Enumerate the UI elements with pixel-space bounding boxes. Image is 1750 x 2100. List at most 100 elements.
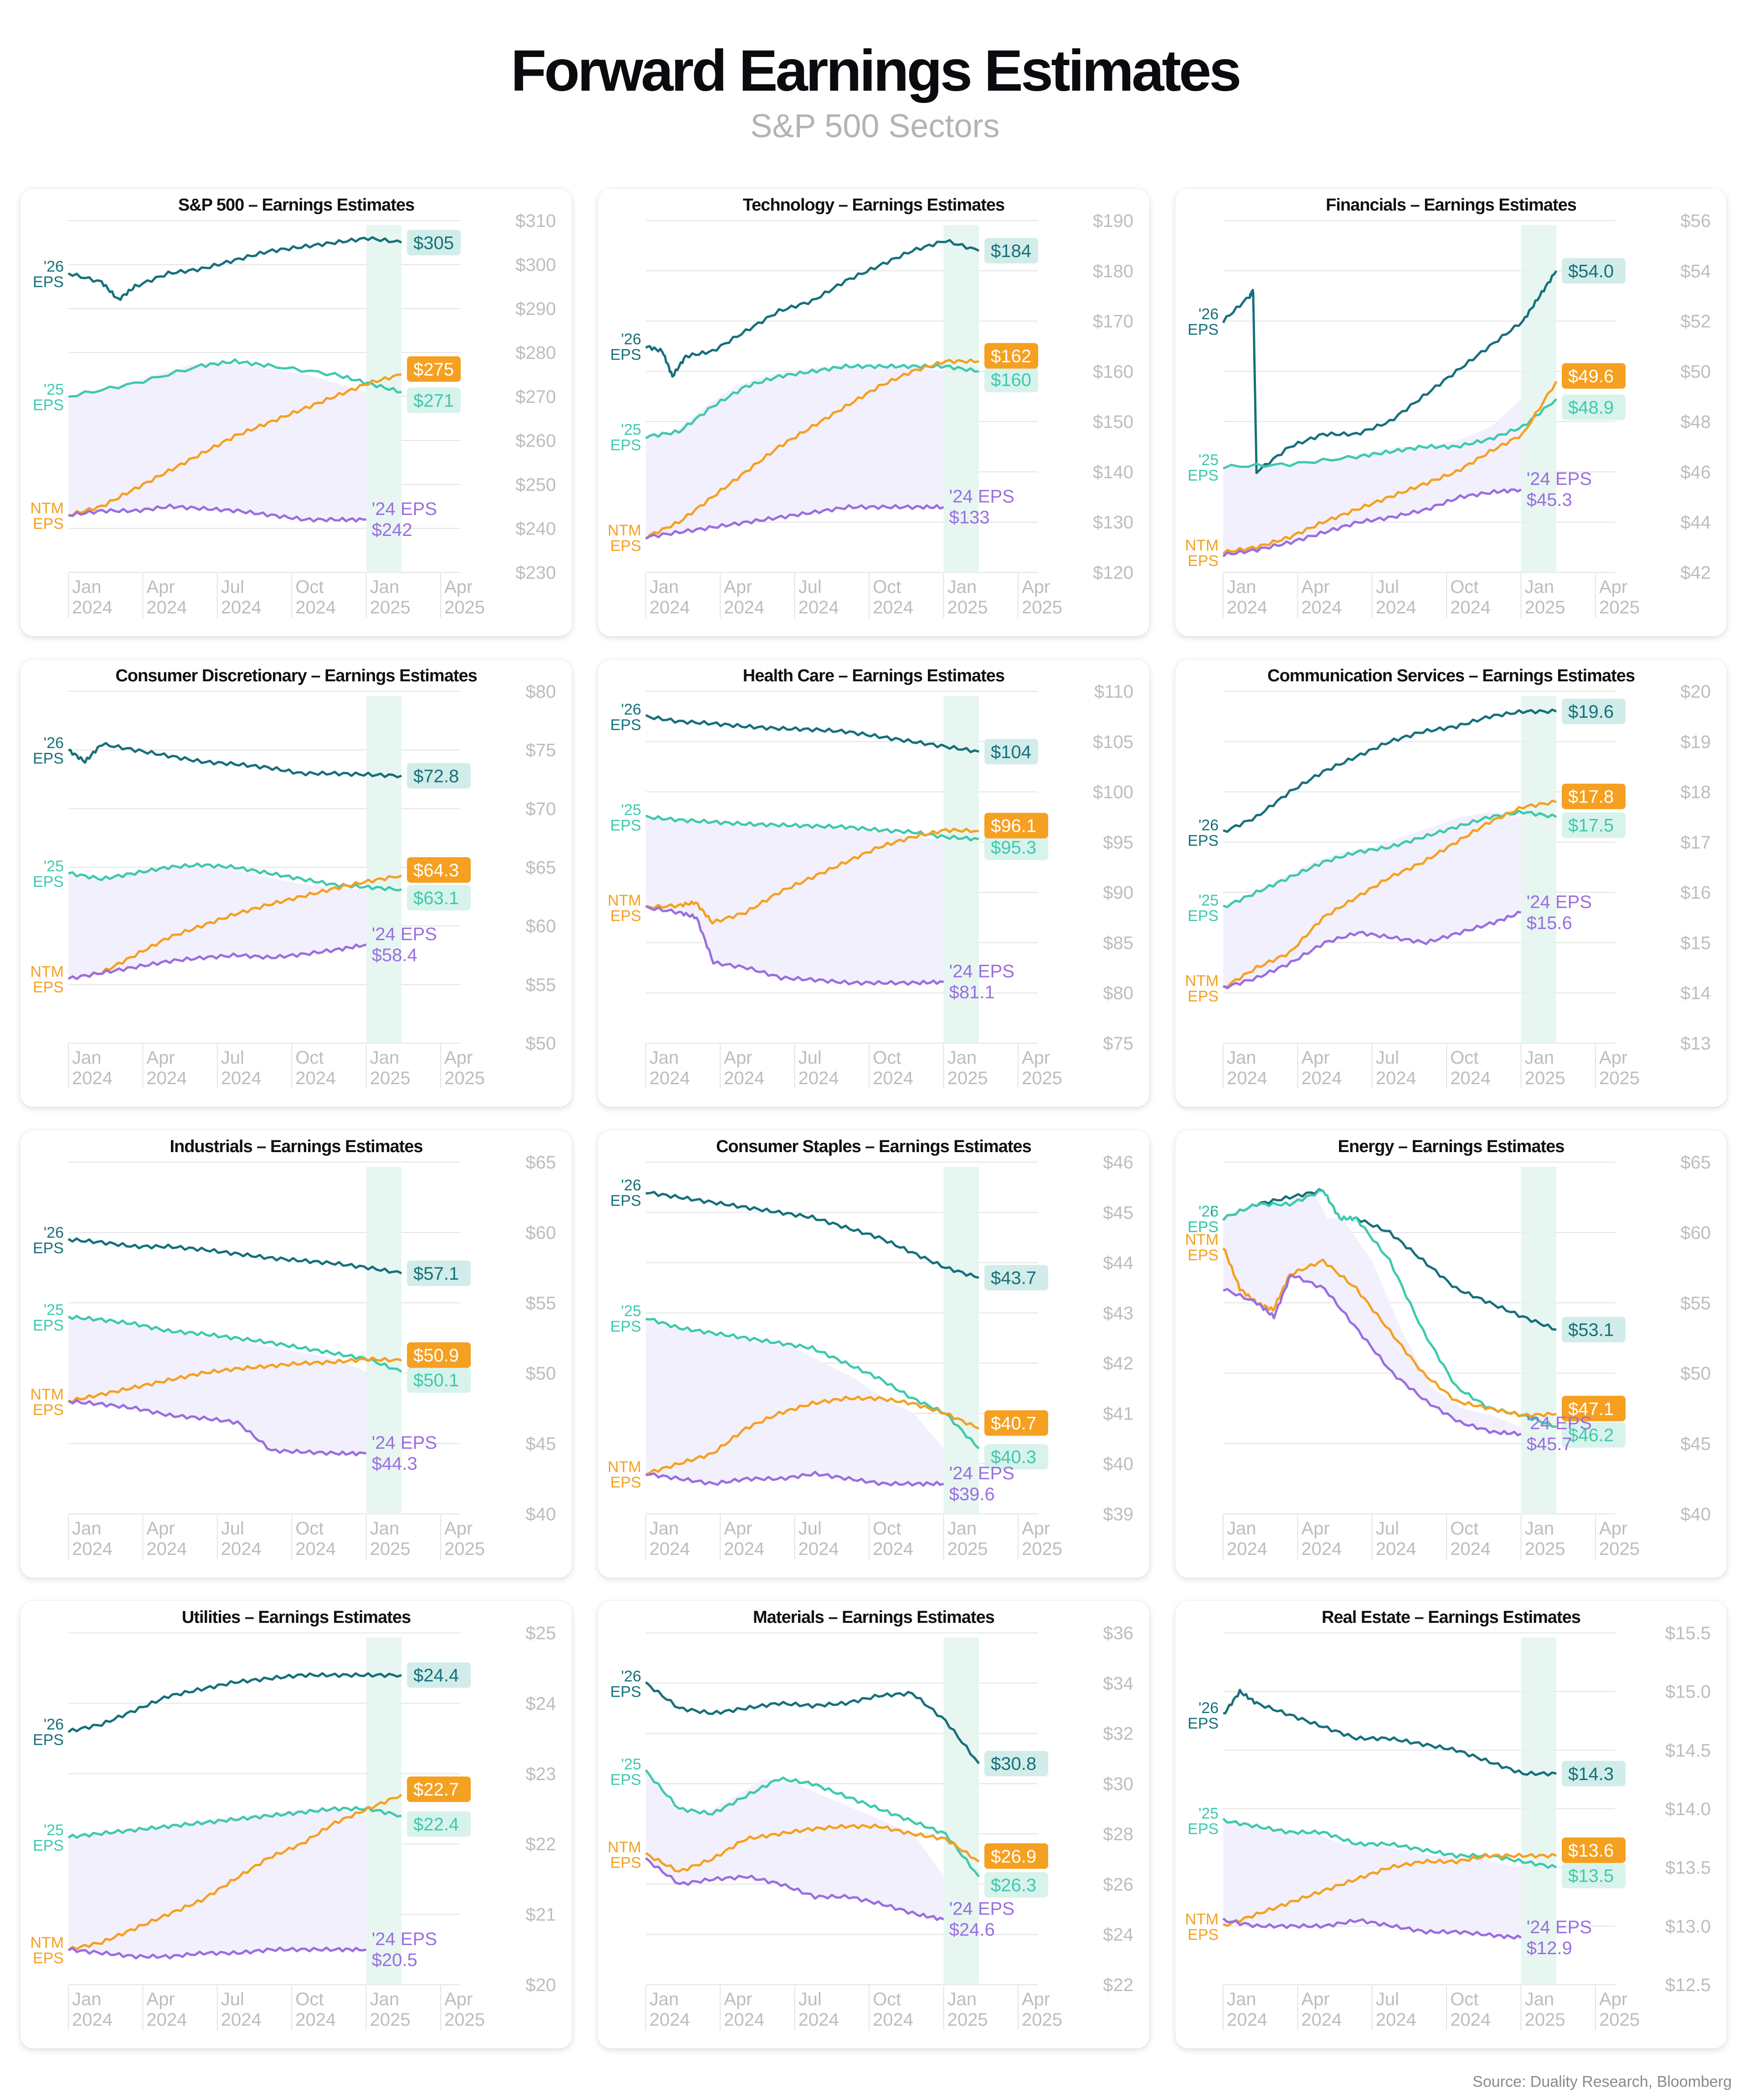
x-tick-month: Jan: [370, 1989, 400, 2009]
y-tick-label: $39: [1103, 1504, 1133, 1524]
series-line-eps24: [1222, 488, 1522, 557]
ntm-value-label: $49.6: [1568, 366, 1614, 386]
x-tick-month: Jan: [947, 1518, 977, 1539]
ntm-badge: [984, 1410, 1048, 1436]
eps25-eps-label: EPS: [1188, 1219, 1219, 1236]
eps26-name-label: '26: [621, 701, 641, 718]
x-tick-year: 2024: [873, 1539, 913, 1559]
chart-svg: S&P 500 – Earnings Estimates $310 $300 $290…: [30, 196, 556, 618]
x-tick-year: 2025: [444, 2010, 485, 2030]
ntm-badge: [1562, 1837, 1626, 1863]
y-tick-label: $40: [525, 1504, 556, 1524]
ntm-value-label: $162: [991, 346, 1031, 366]
eps26-value-label: $53.1: [1568, 1320, 1614, 1340]
ntm-badge: [407, 1342, 471, 1368]
estimate-range-shade: [1223, 1820, 1521, 1938]
eps26-badge: [1562, 699, 1626, 725]
x-tick-month: Apr: [146, 1518, 175, 1539]
eps25-eps-label: EPS: [1188, 907, 1219, 925]
x-tick-month: Jan: [1525, 1989, 1554, 2009]
x-tick-month: Oct: [295, 1989, 324, 2009]
chart-panel: Consumer Staples – Earnings Estimates $46…: [598, 1130, 1149, 1578]
eps24-name-label: '24 EPS: [372, 1433, 437, 1453]
x-tick-month: Apr: [1301, 1518, 1329, 1539]
ntm-value-label: $40.7: [991, 1414, 1036, 1434]
x-tick-month: Jan: [370, 577, 400, 597]
y-tick-label: $16: [1680, 883, 1711, 903]
eps24-name-label: '24 EPS: [1527, 1917, 1592, 1937]
y-tick-label: $90: [1103, 883, 1133, 903]
series-line-ntm: [1223, 799, 1557, 988]
eps26-badge: [407, 1662, 471, 1688]
eps25-badge: [1562, 812, 1626, 838]
eps26-name-label: '26: [1199, 306, 1219, 323]
x-tick-year: 2024: [1301, 597, 1342, 618]
chart-panel: Technology – Earnings Estimates $190 $180 $…: [598, 189, 1149, 636]
x-tick-month: Apr: [146, 1048, 175, 1068]
eps26-badge: [984, 238, 1038, 264]
x-tick-year: 2024: [798, 1539, 839, 1559]
y-tick-label: $18: [1680, 782, 1711, 803]
series-line-eps26: [1223, 708, 1557, 833]
series-line-eps25: [645, 1318, 980, 1450]
eps24-value-label: $44.3: [372, 1454, 417, 1474]
y-tick-label: $13.5: [1665, 1858, 1711, 1878]
x-tick-year: 2024: [873, 597, 913, 618]
x-tick-month: Jan: [947, 1048, 977, 1068]
forecast-highlight-band: [943, 225, 979, 572]
x-tick-year: 2024: [1450, 1068, 1491, 1088]
x-tick-month: Jul: [798, 1989, 822, 2009]
y-tick-label: $270: [515, 387, 556, 407]
eps26-name-label: '26: [44, 735, 64, 752]
x-tick-month: Oct: [1450, 1048, 1478, 1068]
ntm-eps-label: EPS: [610, 907, 641, 925]
page-subtitle: S&P 500 Sectors: [750, 108, 1000, 144]
eps25-value-label: $271: [413, 391, 454, 411]
chart-panel: Energy – Earnings Estimates $65 $60 $55 $50 $…: [1175, 1130, 1727, 1578]
y-tick-label: $26: [1103, 1874, 1133, 1894]
ntm-badge: [1562, 1395, 1626, 1421]
x-tick-year: 2025: [444, 1068, 485, 1088]
ntm-name-label: NTM: [1185, 973, 1219, 990]
eps26-badge: [1562, 1760, 1626, 1786]
x-tick-month: Jul: [1376, 1048, 1399, 1068]
estimate-range-shade: [68, 1317, 366, 1454]
x-tick-year: 2024: [72, 2010, 113, 2030]
eps25-badge: [407, 885, 471, 911]
ntm-name-label: NTM: [30, 963, 64, 980]
eps25-name-label: '25: [1199, 892, 1219, 909]
x-tick-year: 2025: [1525, 597, 1565, 618]
eps25-name-label: '25: [1199, 451, 1219, 468]
y-tick-label: $65: [525, 858, 556, 878]
y-tick-label: $52: [1680, 312, 1711, 332]
ntm-eps-label: EPS: [33, 515, 64, 533]
eps26-eps-label: EPS: [610, 346, 641, 364]
x-tick-month: Jul: [1376, 577, 1399, 597]
x-tick-year: 2024: [724, 597, 764, 618]
ntm-name-label: NTM: [607, 522, 641, 539]
y-tick-label: $28: [1103, 1824, 1133, 1844]
chart-title: Industrials – Earnings Estimates: [170, 1137, 422, 1156]
ntm-eps-label: EPS: [1188, 1246, 1219, 1264]
eps24-name-label: '24 EPS: [1527, 1413, 1592, 1433]
series-line-eps24: [68, 503, 366, 523]
chart-title: Consumer Discretionary – Earnings Estima…: [115, 666, 477, 685]
eps26-badge: [984, 739, 1038, 765]
ntm-eps-label: EPS: [1188, 1926, 1219, 1943]
eps25-eps-label: EPS: [610, 1771, 641, 1788]
eps25-value-label: $26.3: [991, 1875, 1036, 1895]
eps24-value-label: $81.1: [949, 982, 995, 1002]
x-tick-month: Oct: [873, 577, 901, 597]
eps26-badge: [1562, 1317, 1626, 1343]
x-tick-year: 2025: [370, 1539, 411, 1559]
chart-panel: Industrials – Earnings Estimates $65 $60 $5…: [21, 1130, 572, 1578]
x-tick-year: 2024: [221, 597, 262, 618]
chart-panel: Consumer Discretionary – Earnings Estima…: [21, 659, 572, 1107]
estimate-range-shade: [68, 1809, 366, 1957]
series-line-eps25: [67, 1315, 402, 1373]
source-note: Source: Duality Research, Bloomberg: [1472, 2073, 1732, 2090]
x-tick-month: Jul: [798, 1048, 822, 1068]
x-tick-month: Apr: [1599, 577, 1627, 597]
eps24-name-label: '24 EPS: [949, 1899, 1014, 1919]
x-tick-year: 2024: [1227, 2010, 1267, 2030]
